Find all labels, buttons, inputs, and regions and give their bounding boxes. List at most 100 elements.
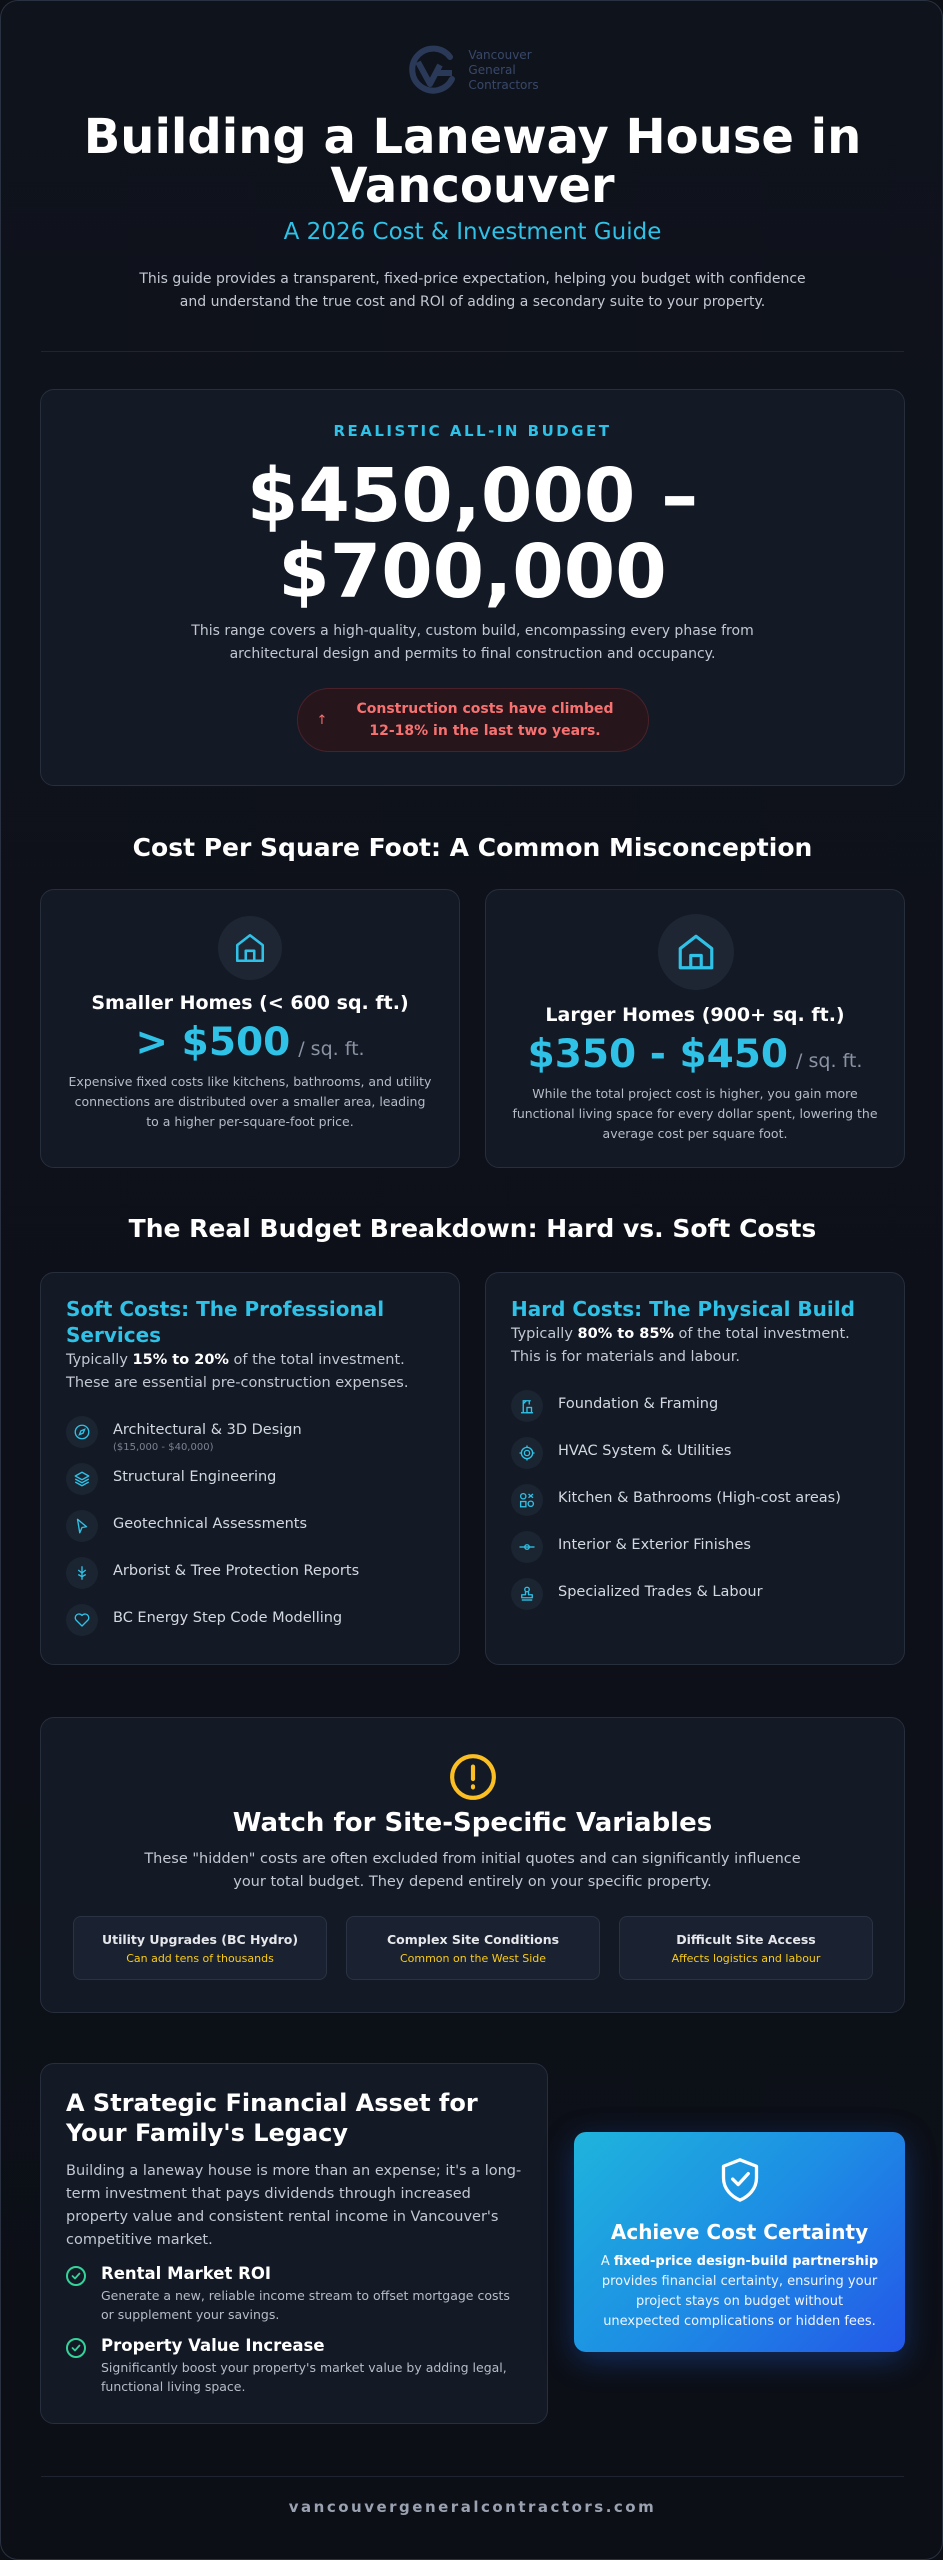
certainty-desc-prefix: A <box>600 2254 614 2269</box>
tree-icon <box>66 1557 98 1589</box>
list-item: Arborist & Tree Protection Reports <box>66 1557 439 1604</box>
cost-certainty-callout: Achieve Cost Certainty A fixed-price des… <box>574 2132 905 2352</box>
header-divider <box>41 351 904 352</box>
heart-icon <box>66 1604 98 1636</box>
hard-costs-list: Foundation & Framing HVAC System & Utili… <box>511 1390 884 1625</box>
benefit-title: Property Value Increase <box>101 2336 325 2355</box>
list-item-label: Arborist & Tree Protection Reports <box>113 1563 360 1579</box>
list-item: HVAC System & Utilities <box>511 1437 884 1484</box>
budget-description: This range covers a high-quality, custom… <box>191 623 754 662</box>
list-item-label: BC Energy Step Code Modelling <box>113 1610 343 1626</box>
strategic-asset-heading: A Strategic Financial Asset for Your Fam… <box>66 2089 478 2147</box>
cost-certainty-title: Achieve Cost Certainty <box>610 2220 869 2244</box>
variable-title: Utility Upgrades (BC Hydro) <box>101 1932 299 1947</box>
soft-costs-heading: Soft Costs: The Professional Services <box>66 1297 385 1347</box>
cursor-icon <box>66 1510 98 1542</box>
page-title: Building a Laneway House in Vancouver <box>83 109 862 214</box>
breakdown-section-title: The Real Budget Breakdown: Hard vs. Soft… <box>128 1214 817 1243</box>
small-homes-title: Smaller Homes (< 600 sq. ft.) <box>91 992 409 1014</box>
check-circle-icon <box>66 2338 86 2358</box>
vgc-logo-mark-icon <box>409 45 456 94</box>
variable-note: Affects logistics and labour <box>671 1952 821 1965</box>
list-item: Interior & Exterior Finishes <box>511 1531 884 1578</box>
benefit-description: Significantly boost your property's mark… <box>101 2360 507 2394</box>
small-homes-price-unit: / sq. ft. <box>298 1038 365 1060</box>
list-item-sub: ($15,000 - $40,000) <box>113 1442 214 1453</box>
variable-box-site-conditions: Complex Site Conditions Common on the We… <box>346 1916 600 1980</box>
list-item-label: HVAC System & Utilities <box>558 1443 732 1459</box>
small-homes-description: Expensive fixed costs like kitchens, bat… <box>68 1074 432 1129</box>
soft-desc-percentage: 15% to 20% <box>132 1352 229 1368</box>
benefit-rental-roi: Rental Market ROI Generate a new, reliab… <box>66 2264 522 2324</box>
cog-icon <box>511 1437 543 1469</box>
list-item: Kitchen & Bathrooms (High-cost areas) <box>511 1484 884 1531</box>
level-icon <box>511 1531 543 1563</box>
strategic-asset-description: Building a laneway house is more than an… <box>66 2163 522 2248</box>
hard-desc-prefix: Typically <box>511 1326 578 1342</box>
hard-costs-card: Hard Costs: The Physical Build Typically… <box>485 1272 905 1665</box>
large-homes-price: $350 - $450 / sq. ft. <box>486 1032 904 1077</box>
benefit-description: Generate a new, reliable income stream t… <box>101 2288 510 2322</box>
list-item: Structural Engineering <box>66 1463 439 1510</box>
intro-text: This guide provides a transparent, fixed… <box>139 271 806 310</box>
variable-box-site-access: Difficult Site Access Affects logistics … <box>619 1916 873 1980</box>
footer-website-link[interactable]: vancouvergeneralcontractors.com <box>288 2498 657 2516</box>
brand-logo: Vancouver General Contractors <box>1 43 942 97</box>
cost-certainty-description: A fixed-price design-build partnership p… <box>596 2252 883 2332</box>
check-circle-icon <box>66 2266 86 2286</box>
brand-line-3: Contractors <box>468 77 539 92</box>
list-item: Specialized Trades & Labour <box>511 1578 884 1625</box>
list-item-label: Geotechnical Assessments <box>113 1516 308 1532</box>
variable-title: Complex Site Conditions <box>386 1932 560 1947</box>
soft-costs-card: Soft Costs: The Professional Services Ty… <box>40 1272 460 1665</box>
house-icon <box>218 916 282 980</box>
small-homes-card: Smaller Homes (< 600 sq. ft.) > $500 / sq… <box>40 889 460 1168</box>
list-item-label: Architectural & 3D Design <box>113 1422 302 1438</box>
hard-costs-description: Typically 80% to 85% of the total invest… <box>511 1323 879 1369</box>
list-item-label: Interior & Exterior Finishes <box>558 1537 751 1553</box>
brand-name: Vancouver General Contractors <box>468 48 538 93</box>
budget-range: $450,000 – $700,000 <box>246 453 699 615</box>
site-variables-card: Watch for Site-Specific Variables These … <box>40 1717 905 2013</box>
small-homes-price-value: > $500 <box>135 1020 291 1065</box>
house-icon <box>658 914 734 990</box>
certainty-desc-suffix: provides financial certainty, ensuring y… <box>601 2274 878 2329</box>
hard-costs-heading: Hard Costs: The Physical Build <box>511 1297 855 1321</box>
crane-icon <box>511 1390 543 1422</box>
list-item-label: Foundation & Framing <box>558 1396 719 1412</box>
certainty-desc-highlight: fixed-price design-build partnership <box>613 2254 879 2269</box>
variable-note: Common on the West Side <box>399 1952 547 1965</box>
hard-desc-suffix: of the total investment. This is for mat… <box>511 1326 850 1365</box>
strategic-asset-card: A Strategic Financial Asset for Your Fam… <box>40 2063 548 2424</box>
variable-box-utility: Utility Upgrades (BC Hydro) Can add tens… <box>73 1916 327 1980</box>
hard-desc-percentage: 80% to 85% <box>577 1326 674 1342</box>
benefit-title: Rental Market ROI <box>101 2264 271 2283</box>
large-homes-price-value: $350 - $450 <box>527 1032 789 1077</box>
small-homes-price: > $500 / sq. ft. <box>41 1020 459 1065</box>
soft-costs-list: Architectural & 3D Design ($15,000 - $40,… <box>66 1416 439 1651</box>
soft-desc-suffix: of the total investment. These are essen… <box>66 1352 409 1391</box>
list-item: Foundation & Framing <box>511 1390 884 1437</box>
sqft-section-title: Cost Per Square Foot: A Common Misconcep… <box>132 833 813 862</box>
large-homes-title: Larger Homes (900+ sq. ft.) <box>545 1004 845 1026</box>
shield-check-icon <box>574 2156 905 2204</box>
large-homes-price-unit: / sq. ft. <box>796 1050 863 1072</box>
site-variables-title: Watch for Site-Specific Variables <box>232 1808 713 1838</box>
alert-text: Construction costs have climbed 12-18% i… <box>356 701 614 739</box>
footer-divider <box>41 2476 904 2477</box>
large-homes-card: Larger Homes (900+ sq. ft.) $350 - $450 /… <box>485 889 905 1168</box>
page-subtitle: A 2026 Cost & Investment Guide <box>283 219 662 245</box>
stamp-icon <box>511 1578 543 1610</box>
large-homes-description: While the total project cost is higher, … <box>512 1086 878 1141</box>
brand-line-2: General <box>468 62 516 77</box>
brand-line-1: Vancouver <box>468 47 532 62</box>
budget-label: REALISTIC ALL-IN BUDGET <box>333 422 612 440</box>
list-item-label: Specialized Trades & Labour <box>558 1584 763 1600</box>
benefit-property-value: Property Value Increase Significantly bo… <box>66 2336 522 2396</box>
shapes-icon <box>511 1484 543 1516</box>
list-item: Geotechnical Assessments <box>66 1510 439 1557</box>
compass-icon <box>66 1416 98 1448</box>
arrow-up-icon: ↑ <box>316 712 328 728</box>
list-item-label: Structural Engineering <box>113 1469 277 1485</box>
